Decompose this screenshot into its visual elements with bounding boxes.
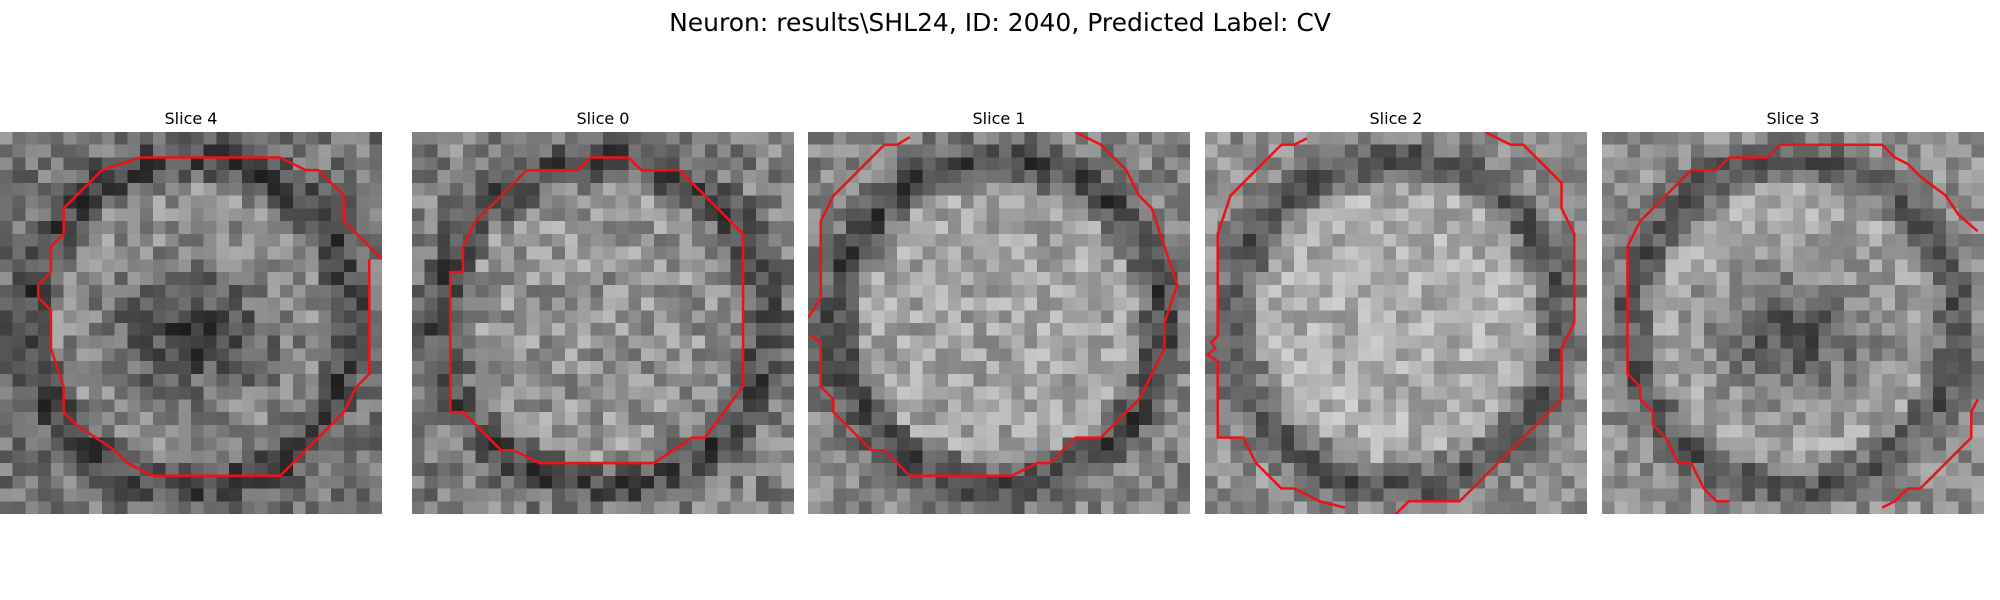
slice-title: Slice 4	[164, 109, 218, 128]
pixel-grid	[0, 132, 382, 514]
pixel-grid	[412, 132, 794, 514]
slice-title: Slice 2	[1369, 109, 1423, 128]
slice-image-4	[0, 132, 382, 514]
slice-panel-2: Slice 2	[1205, 108, 1587, 514]
slice-panel-1: Slice 1	[808, 108, 1190, 514]
slice-title: Slice 0	[576, 109, 630, 128]
pixel-grid	[1602, 132, 1984, 514]
cell-contour-segment-1	[809, 132, 1179, 478]
cell-contour-segment-0	[101, 156, 382, 261]
slice-panel-4: Slice 4	[0, 108, 382, 514]
cell-contour-segment-0	[1206, 137, 1346, 509]
cell-contour-segment-1	[1881, 398, 1979, 509]
slice-image-3	[1602, 132, 1984, 514]
cell-contour-segment-0	[808, 136, 911, 319]
cell-contour-segment-0	[1626, 143, 1979, 503]
slice-image-2	[1205, 132, 1587, 514]
cell-contour-segment-1	[1395, 132, 1576, 514]
slice-image-1	[808, 132, 1190, 514]
figure-title: Neuron: results\SHL24, ID: 2040, Predict…	[669, 8, 1331, 37]
cell-contour-segment-1	[36, 169, 371, 478]
slice-panel-0: Slice 0	[412, 108, 794, 514]
cell-contour-segment-0	[448, 156, 745, 465]
slice-image-0	[412, 132, 794, 514]
slice-panel-3: Slice 3	[1602, 108, 1984, 514]
pixel-grid	[808, 132, 1190, 514]
slice-title: Slice 1	[972, 109, 1026, 128]
pixel-grid	[1205, 132, 1587, 514]
slice-title: Slice 3	[1766, 109, 1820, 128]
